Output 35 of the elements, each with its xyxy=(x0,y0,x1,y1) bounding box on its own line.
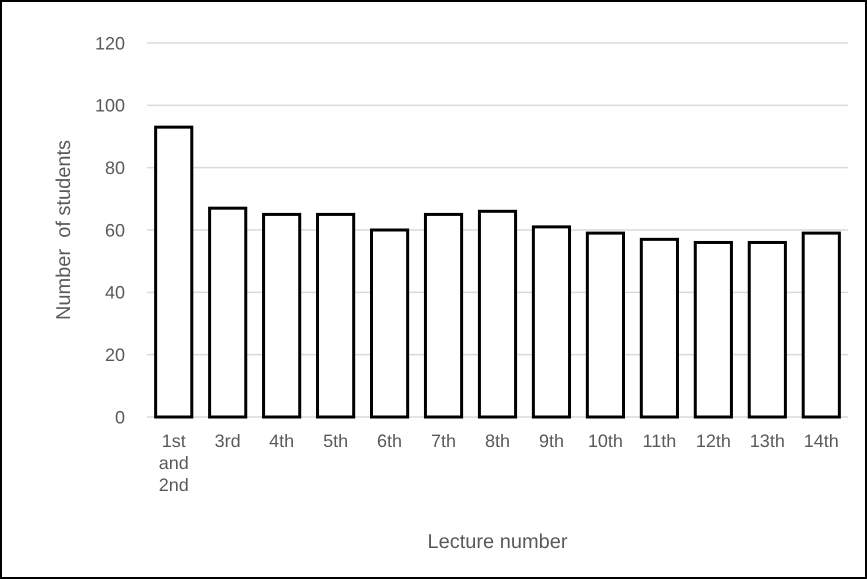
bar xyxy=(208,206,248,418)
bar xyxy=(478,210,518,418)
bar xyxy=(586,232,626,418)
x-tick-label: 7th xyxy=(431,431,456,451)
y-tick-label: 100 xyxy=(94,96,125,116)
bar xyxy=(640,238,679,418)
y-tick-label: 120 xyxy=(94,33,125,54)
bar xyxy=(424,212,464,418)
x-tick-label: 1st and 2nd xyxy=(158,431,189,495)
y-tick-label: 60 xyxy=(104,220,125,240)
x-tick-label: 10th xyxy=(588,431,623,451)
bar xyxy=(316,212,356,418)
y-tick-label: 80 xyxy=(104,158,125,178)
bar xyxy=(694,240,733,418)
bar xyxy=(532,225,572,418)
bar xyxy=(748,240,787,418)
bar xyxy=(262,212,302,418)
x-tick-label: 11th xyxy=(642,431,676,451)
x-tick-label: 14th xyxy=(804,431,839,451)
x-tick-label: 4th xyxy=(269,431,294,451)
bar xyxy=(370,228,410,418)
x-tick-label: 5th xyxy=(323,431,348,451)
y-tick-label: 20 xyxy=(104,344,125,365)
y-axis-title: Number of students xyxy=(53,140,75,320)
x-tick-label: 3rd xyxy=(214,431,241,451)
x-tick-label: 12th xyxy=(696,431,731,451)
bar xyxy=(154,126,194,418)
bar xyxy=(802,232,841,418)
x-tick-label: 6th xyxy=(377,431,402,451)
x-axis-title: Lecture number xyxy=(427,531,568,553)
x-tick-label: 9th xyxy=(538,431,564,451)
y-tick-label: 40 xyxy=(104,282,125,303)
y-tick-label: 0 xyxy=(114,407,125,428)
x-tick-label: 8th xyxy=(484,431,510,451)
x-tick-label: 13th xyxy=(750,431,785,451)
